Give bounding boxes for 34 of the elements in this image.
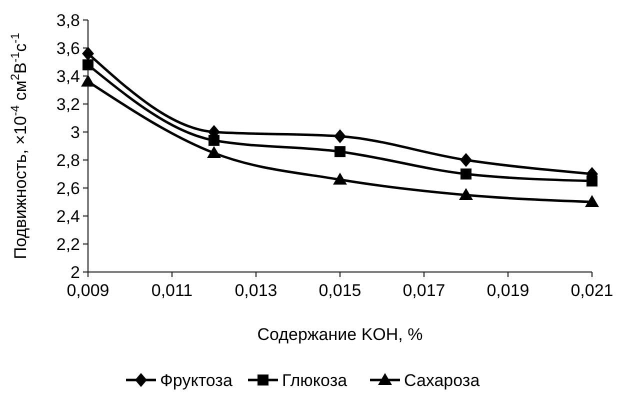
x-tick-label: 0,021	[570, 281, 614, 300]
x-tick-label: 0,009	[66, 281, 110, 300]
y-tick-label: 3,4	[56, 67, 80, 86]
y-tick-label: 2,4	[56, 207, 80, 226]
x-tick-label: 0,017	[402, 281, 446, 300]
point	[460, 168, 472, 180]
point	[334, 129, 346, 144]
point	[459, 188, 473, 200]
y-tick-label: 2,2	[56, 235, 80, 254]
x-tick-label: 0,013	[234, 281, 278, 300]
x-axis-title: Содержание KOH, %	[257, 325, 423, 344]
point	[585, 195, 599, 207]
point	[208, 134, 220, 146]
point	[460, 153, 472, 167]
point	[333, 172, 347, 185]
x-tick-label: 0,015	[318, 281, 362, 300]
y-tick-label: 2,8	[56, 151, 80, 170]
y-tick-label: 3,2	[56, 95, 80, 114]
legend-label: Сахароза	[404, 371, 480, 390]
y-tick-label: 2,6	[56, 179, 80, 198]
point	[334, 146, 346, 158]
y-tick-label: 3,6	[56, 39, 80, 58]
y-tick-label: 2	[70, 263, 80, 282]
point	[586, 176, 598, 186]
point	[81, 74, 95, 87]
y-tick-label: 3	[70, 123, 80, 142]
point	[82, 59, 94, 70]
x-tick-label: 0,019	[486, 281, 530, 300]
x-tick-label: 0,011	[151, 281, 193, 300]
point	[207, 146, 221, 158]
y-tick-label: 3,8	[56, 11, 80, 30]
legend-label: Глюкоза	[282, 371, 348, 390]
point	[82, 46, 94, 61]
legend-label: Фруктоза	[160, 371, 233, 390]
